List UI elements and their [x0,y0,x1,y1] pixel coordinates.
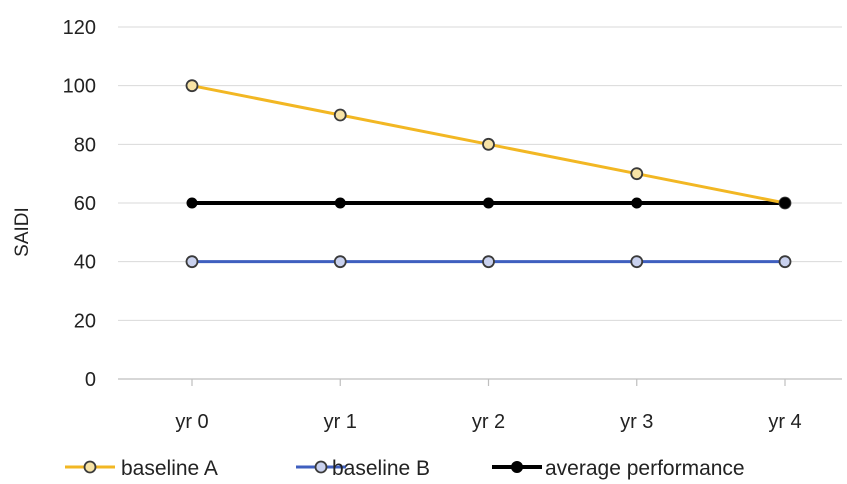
data-point-baseline-b [482,255,495,269]
axes: 0 20 40 60 80 100 120 yr 0 yr 1 yr 2 yr 3 yr 4 [63,17,842,433]
data-point-baseline-b [333,255,347,269]
data-point-baseline-a [333,108,347,122]
data-point-average-performance [334,197,346,209]
y-tick-label: 40 [74,252,96,274]
legend-swatch-marker [83,460,97,474]
legend-label: baseline A [121,457,218,480]
x-tick-label: yr 1 [324,411,357,433]
data-point-average-performance [779,197,791,209]
x-tick-label: yr 0 [175,411,208,433]
y-tick-label: 0 [85,369,96,391]
y-tick-label: 60 [74,193,96,215]
data-point-average-performance [483,197,494,209]
y-axis-label: SAIDI [12,207,33,257]
data-point-baseline-b [185,255,199,269]
legend-item-average-performance: average performance [492,457,745,480]
y-tick-label: 80 [74,134,96,156]
legend-item-baseline-a: baseline A [65,457,218,480]
y-tick-label: 120 [63,17,96,39]
x-tick-label: yr 4 [768,411,801,433]
y-tick-label: 20 [74,310,96,332]
data-point-baseline-a [185,79,199,93]
series-layer [185,79,792,269]
data-point-average-performance [186,197,198,209]
data-point-baseline-b [778,255,792,269]
x-tick-label: yr 3 [620,411,653,433]
legend-swatch-marker [314,460,328,474]
x-tick-label: yr 2 [472,411,505,433]
legend-label: baseline B [332,457,430,480]
data-point-average-performance [631,197,643,209]
y-tick-label: 100 [63,76,96,98]
data-point-baseline-b [630,255,644,269]
legend-item-baseline-b: baseline B [296,457,430,480]
legend: baseline A baseline B average performance [65,457,745,480]
legend-label: average performance [545,457,745,480]
data-point-baseline-a [482,137,495,151]
legend-swatch-marker [511,461,523,473]
gridlines [118,26,842,321]
data-point-baseline-a [630,167,644,181]
